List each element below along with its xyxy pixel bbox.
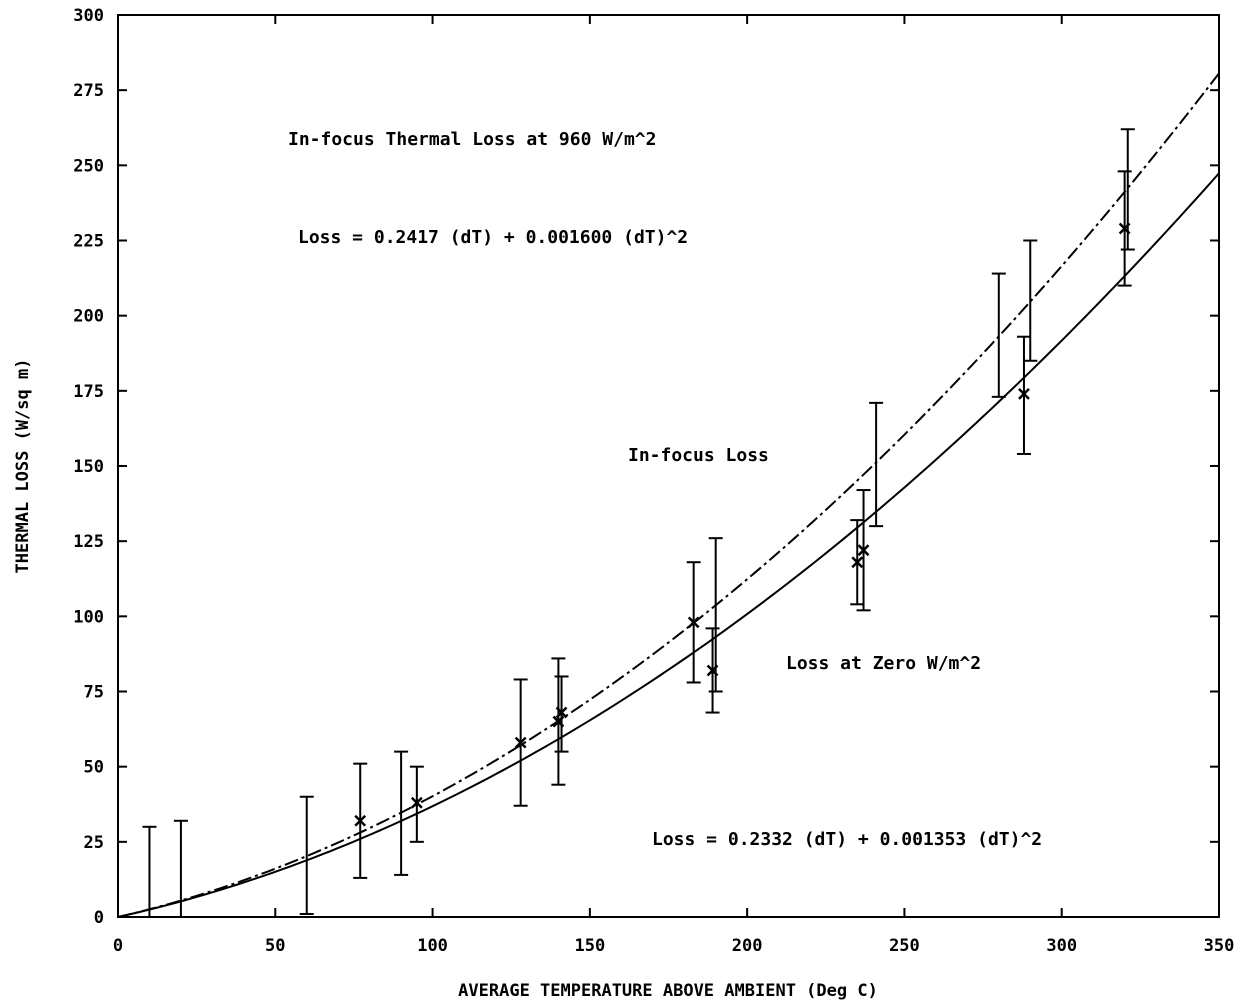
y-tick-label: 50 <box>84 758 104 778</box>
x-marker <box>555 706 568 719</box>
data-point <box>1023 239 1038 362</box>
annotation-zero-curve-label: Loss at Zero W/m^2 <box>786 653 981 674</box>
annotation-infocus-title: In-focus Thermal Loss at 960 W/m^2 <box>288 129 656 150</box>
data-point <box>353 762 368 879</box>
infocus-fit-curve <box>117 72 1220 918</box>
y-tick-label: 175 <box>73 382 104 402</box>
x-tick-label: 150 <box>574 936 605 956</box>
x-marker <box>857 544 870 557</box>
x-marker <box>354 814 367 827</box>
x-tick-label: 300 <box>1046 936 1077 956</box>
data-point <box>705 627 720 714</box>
y-tick-label: 225 <box>73 232 104 252</box>
plot-frame <box>117 14 1220 918</box>
y-tick-label: 75 <box>84 683 104 703</box>
x-tick-label: 50 <box>265 936 285 956</box>
data-point <box>142 825 157 918</box>
data-point <box>686 561 701 684</box>
data-point <box>394 750 409 876</box>
annotation-zero-equation: Loss = 0.2332 (dT) + 0.001353 (dT)^2 <box>652 829 1042 850</box>
x-tick-label: 200 <box>732 936 763 956</box>
data-point <box>708 537 723 693</box>
zero-irradiance-fit-curve <box>117 172 1220 918</box>
x-marker <box>1018 387 1030 400</box>
data-point <box>1016 335 1031 455</box>
data-point <box>869 401 884 528</box>
x-tick-label: 350 <box>1204 936 1235 956</box>
data-point <box>554 675 569 753</box>
y-tick-label: 300 <box>73 6 104 26</box>
x-marker <box>851 556 864 569</box>
data-point <box>1117 170 1132 287</box>
x-tick-label: 0 <box>113 936 123 956</box>
x-axis-label: AVERAGE TEMPERATURE ABOVE AMBIENT (Deg C… <box>458 981 878 1001</box>
data-point <box>991 272 1006 398</box>
x-marker <box>687 616 700 629</box>
y-tick-label: 100 <box>73 607 104 627</box>
y-tick-label: 125 <box>73 532 104 552</box>
x-tick-label: 100 <box>417 936 448 956</box>
y-tick-label: 250 <box>73 156 104 176</box>
y-tick-label: 25 <box>84 833 104 853</box>
y-tick-label: 0 <box>94 908 104 928</box>
y-tick-label: 275 <box>73 81 104 101</box>
data-point <box>850 519 865 606</box>
y-axis-label: THERMAL LOSS (W/sq m) <box>13 359 33 574</box>
y-tick-label: 150 <box>73 457 104 477</box>
x-marker <box>410 796 423 809</box>
y-tick-label: 200 <box>73 307 104 327</box>
data-point <box>409 765 424 843</box>
annotation-infocus-equation: Loss = 0.2417 (dT) + 0.001600 (dT)^2 <box>298 227 688 248</box>
x-tick-label: 250 <box>889 936 920 956</box>
data-point <box>299 795 314 915</box>
data-point <box>856 489 871 612</box>
data-point <box>513 678 528 807</box>
x-marker <box>514 736 527 749</box>
annotation-infocus-curve-label: In-focus Loss <box>628 445 769 466</box>
data-point <box>1120 128 1135 251</box>
